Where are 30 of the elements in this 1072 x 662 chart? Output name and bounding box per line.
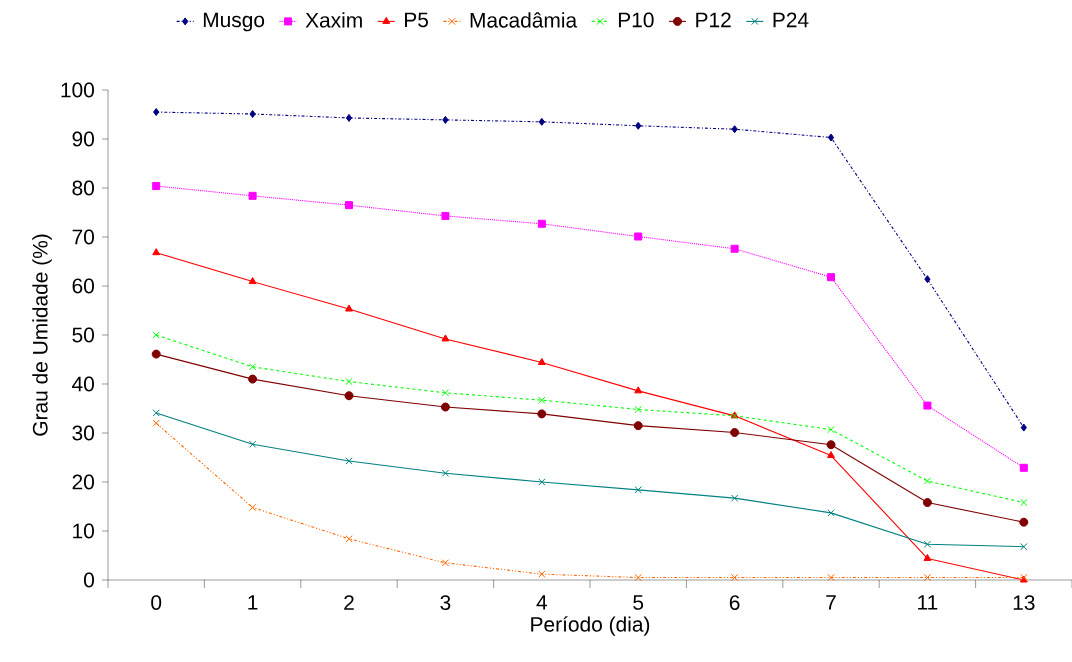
- x-tick-label: 0: [151, 595, 162, 610]
- y-tick-label: 20: [72, 474, 94, 490]
- x-tick-label: 4: [536, 595, 548, 610]
- legend-label: P5: [405, 12, 429, 28]
- legend-label: P12: [696, 12, 731, 28]
- x-tick-label: 2: [344, 595, 354, 610]
- legend-label: Macadâmia: [470, 12, 578, 28]
- y-tick-label: 50: [72, 327, 94, 343]
- x-tick-label: 6: [729, 595, 740, 610]
- y-tick-label: 10: [73, 523, 94, 539]
- y-tick-label: 100: [61, 82, 94, 98]
- y-tick-label: 30: [72, 425, 94, 441]
- legend-label: Musgo: [203, 12, 265, 32]
- x-tick-label: 7: [826, 595, 836, 610]
- legend-label: P24: [773, 12, 809, 28]
- x-tick-label: 5: [633, 595, 644, 610]
- x-tick-label: 11: [918, 595, 938, 610]
- y-tick-label: 0: [84, 572, 94, 588]
- x-tick-label: 13: [1013, 595, 1035, 610]
- y-tick-label: 40: [72, 376, 94, 392]
- y-tick-label: 70: [72, 229, 94, 245]
- x-tick-label: 1: [248, 595, 258, 610]
- x-axis-title: Período (dia): [531, 616, 650, 636]
- legend-label: Xaxim: [305, 12, 362, 28]
- y-tick-label: 80: [72, 180, 94, 196]
- legend-label: P10: [618, 12, 654, 28]
- y-tick-label: 90: [72, 131, 94, 147]
- y-axis-title: Grau de Umidade (%): [32, 234, 52, 436]
- y-tick-label: 60: [72, 278, 94, 294]
- x-tick-label: 3: [440, 595, 451, 610]
